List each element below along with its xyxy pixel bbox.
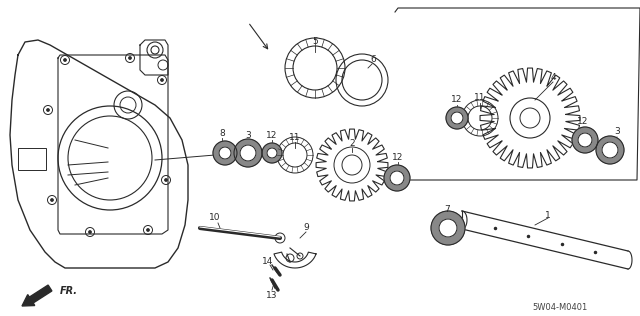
- Circle shape: [164, 179, 168, 181]
- Circle shape: [267, 148, 277, 158]
- FancyArrow shape: [22, 285, 52, 306]
- Circle shape: [390, 171, 404, 185]
- Circle shape: [572, 127, 598, 153]
- Circle shape: [234, 139, 262, 167]
- Text: 14: 14: [262, 258, 274, 266]
- Text: 2: 2: [349, 138, 355, 148]
- Text: 11: 11: [474, 94, 486, 102]
- Circle shape: [219, 147, 231, 159]
- Circle shape: [596, 136, 624, 164]
- Circle shape: [431, 211, 465, 245]
- Text: 5: 5: [312, 38, 318, 46]
- Text: 8: 8: [219, 129, 225, 137]
- Circle shape: [147, 228, 150, 232]
- Circle shape: [88, 230, 92, 234]
- Text: 3: 3: [245, 131, 251, 139]
- Circle shape: [240, 145, 256, 161]
- Text: 9: 9: [303, 223, 309, 233]
- Circle shape: [446, 107, 468, 129]
- Circle shape: [451, 112, 463, 124]
- Text: 7: 7: [444, 205, 450, 215]
- Circle shape: [384, 165, 410, 191]
- Circle shape: [161, 78, 163, 82]
- Text: 10: 10: [209, 214, 221, 222]
- Circle shape: [47, 108, 49, 112]
- Text: 13: 13: [266, 290, 278, 300]
- Circle shape: [439, 219, 457, 237]
- Text: 12: 12: [451, 95, 463, 105]
- Text: 3: 3: [614, 127, 620, 137]
- Circle shape: [213, 141, 237, 165]
- Circle shape: [129, 57, 131, 59]
- Text: FR.: FR.: [60, 286, 78, 296]
- Circle shape: [51, 198, 54, 202]
- Text: 11: 11: [289, 132, 301, 142]
- Circle shape: [602, 142, 618, 158]
- Text: 4: 4: [550, 74, 556, 82]
- Text: 12: 12: [392, 154, 404, 162]
- Text: 5W04-M0401: 5W04-M0401: [532, 303, 588, 313]
- Text: 1: 1: [545, 210, 551, 220]
- Text: 6: 6: [370, 56, 376, 64]
- Circle shape: [63, 58, 67, 62]
- FancyBboxPatch shape: [18, 148, 46, 170]
- Circle shape: [262, 143, 282, 163]
- Text: 12: 12: [266, 131, 278, 139]
- Text: 12: 12: [577, 118, 589, 126]
- Circle shape: [578, 133, 592, 147]
